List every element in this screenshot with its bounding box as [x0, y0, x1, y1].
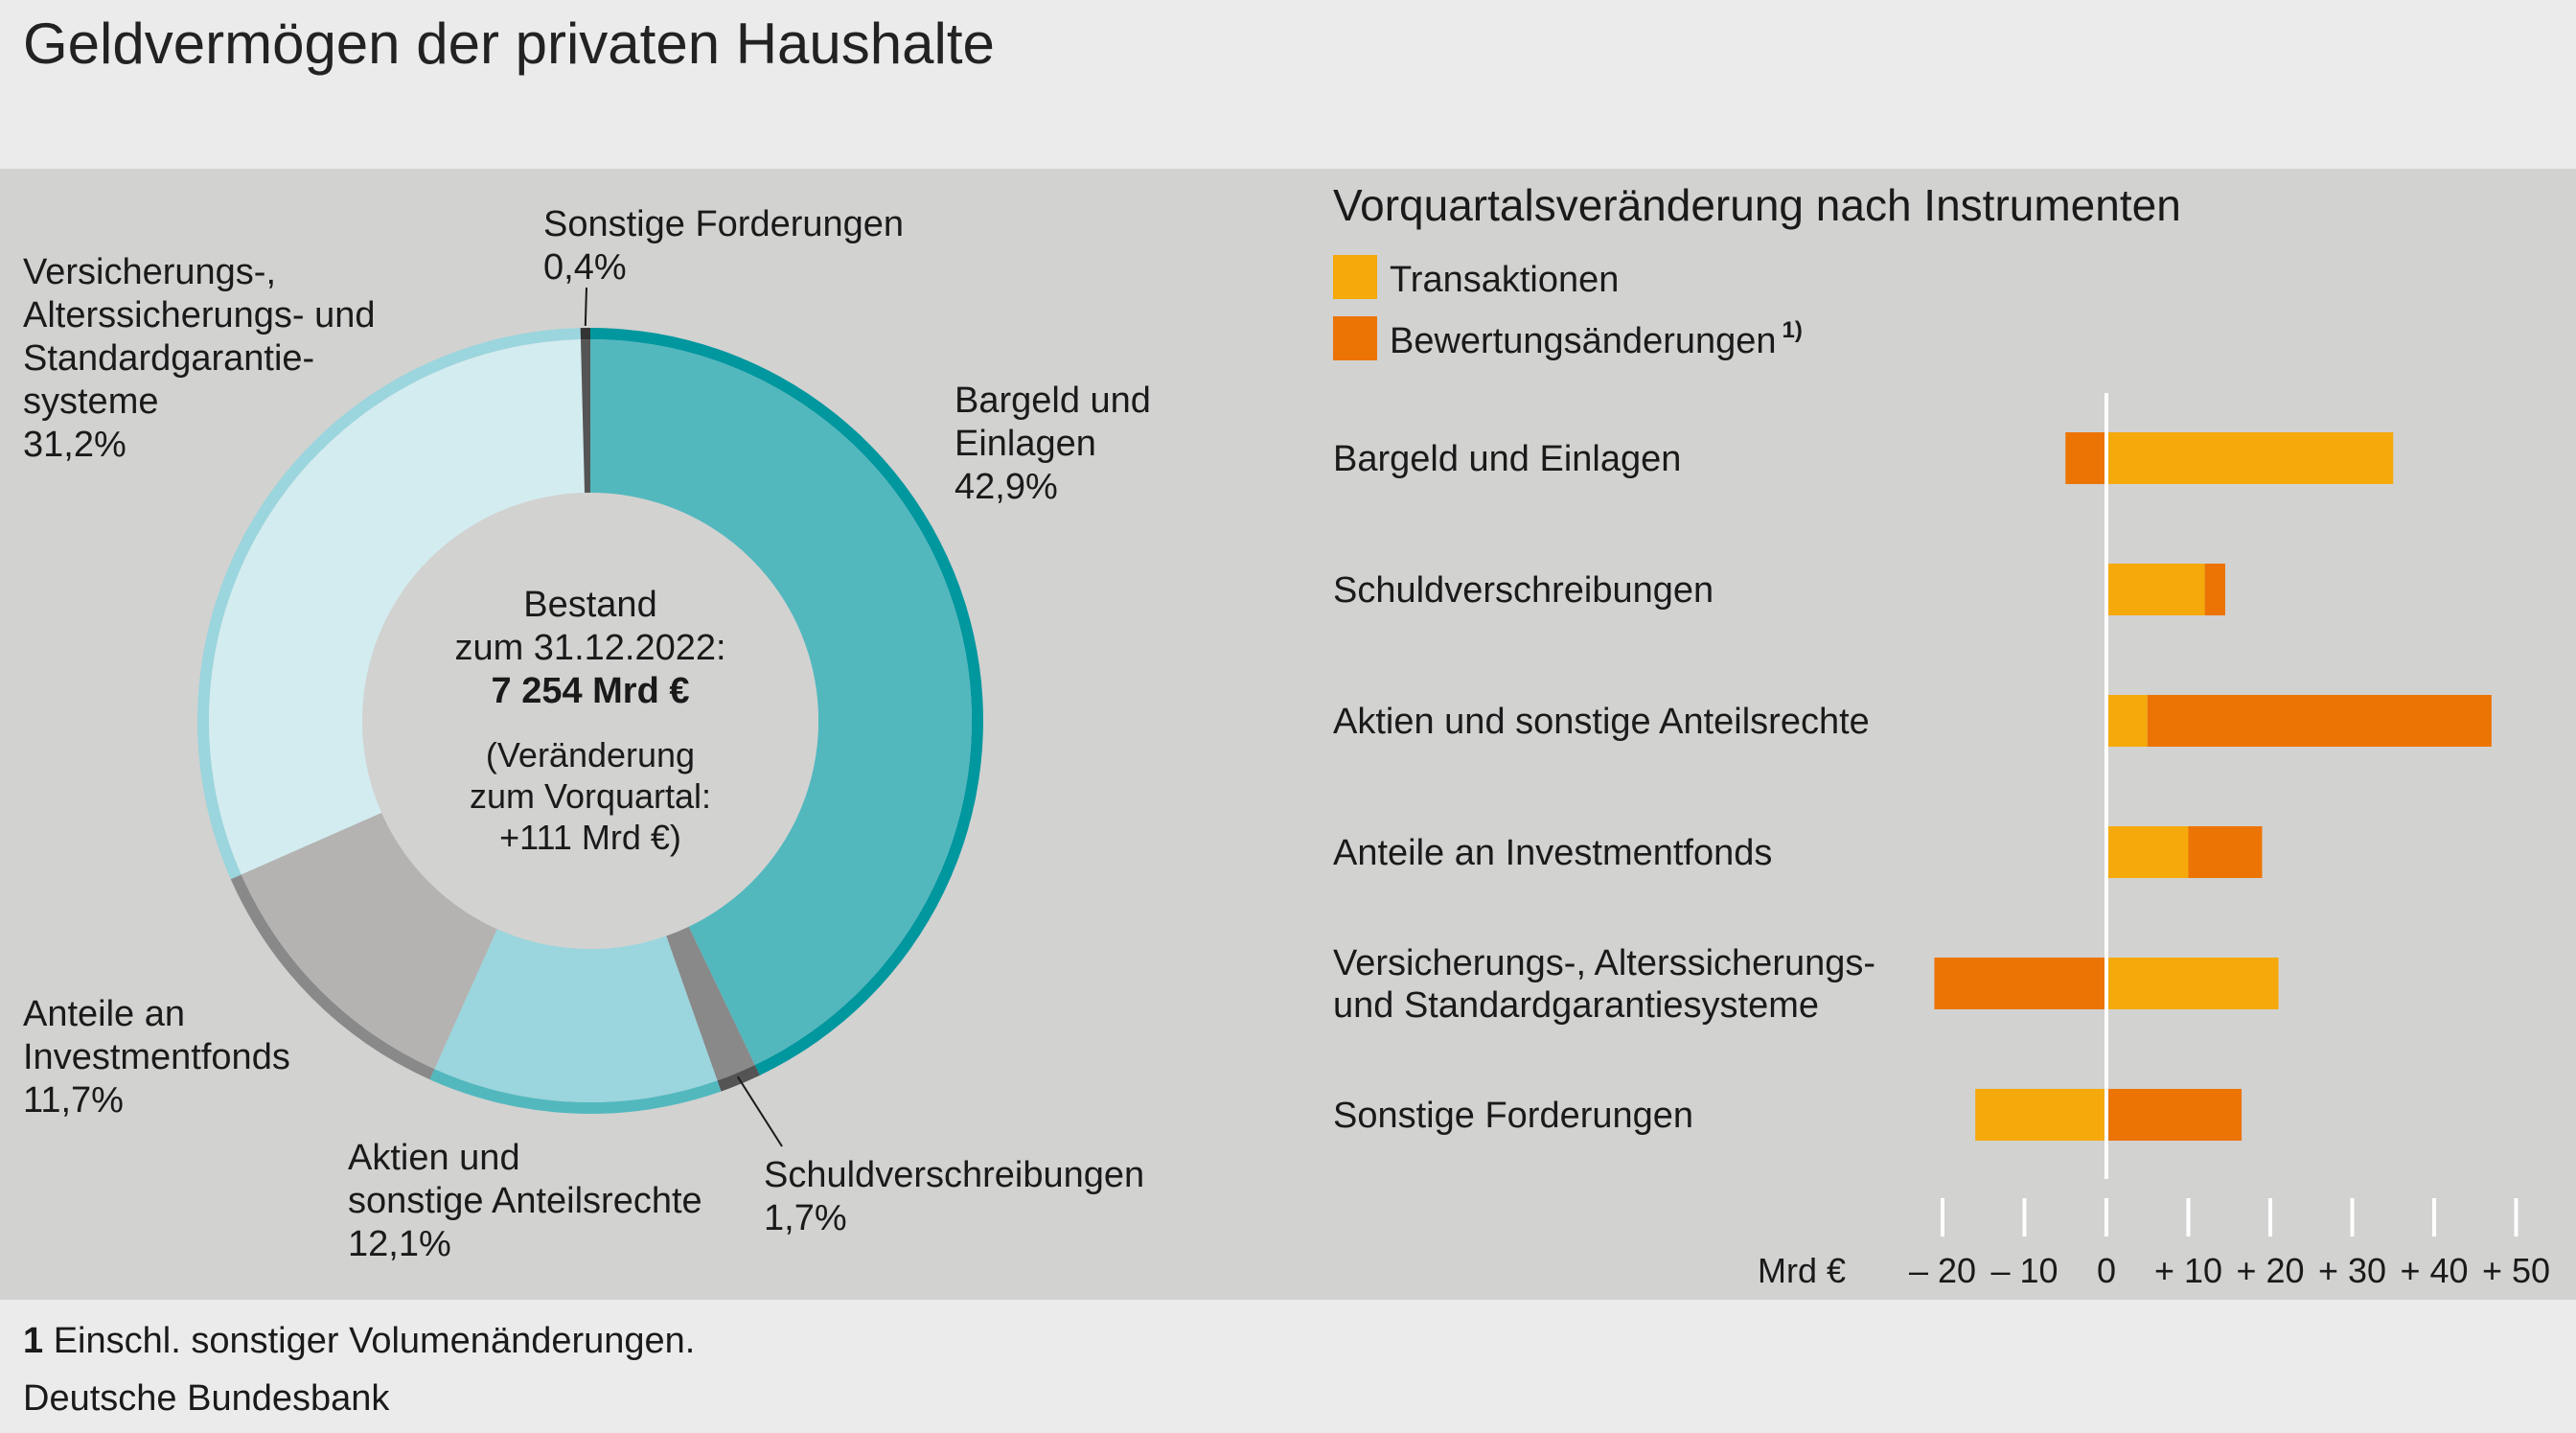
bar-category-label-5: Versicherungs-, Alterssicherungs-und Sta… [1333, 943, 1875, 1026]
footnote-text: Einschl. sonstiger Volumenänderungen. [53, 1321, 696, 1361]
bar-bewertung-4 [2188, 826, 2263, 878]
bar-chart: Bargeld und Einlagen Schuldverschreibunge… [1333, 393, 2492, 1179]
legend-label-transaktionen: Transaktionen [1390, 260, 1619, 300]
source-label: Deutsche Bundesbank [23, 1378, 390, 1419]
bar-bewertung-3 [2147, 695, 2492, 747]
bar-transaktionen-5 [2106, 958, 2279, 1009]
bar-transaktionen-3 [2106, 695, 2148, 747]
donut-center: Bestand zum 31.12.2022: 7 254 Mrd € (Ver… [454, 585, 725, 857]
donut-label-line: Versicherungs-, [23, 252, 276, 292]
bar-bewertung-2 [2204, 564, 2225, 615]
donut-label-schuldverschreibungen: Schuldverschreibungen 1,7% [764, 1155, 1144, 1238]
center-line-6: +111 Mrd €) [499, 818, 681, 857]
donut-label-line: Sonstige Forderungen [543, 204, 904, 244]
donut-slice-rim-versicherungen [197, 328, 581, 880]
donut-hole [362, 493, 818, 949]
legend-swatch-transaktionen [1333, 255, 1377, 299]
donut-label-line: systeme [23, 381, 158, 422]
donut-slice-rim-sonstige-forderungen [580, 328, 590, 340]
donut-slice-investmentfonds [241, 812, 497, 1070]
bar-category-label-line: Schuldverschreibungen [1333, 570, 1714, 611]
bar-category-label-line: Sonstige Forderungen [1333, 1096, 1693, 1136]
x-tick-label: – 10 [1990, 1251, 2058, 1290]
header: Geldvermögen der privaten Haushalte [0, 0, 2576, 161]
donut-slice-versicherungen [209, 339, 586, 875]
bar-category-label-4: Anteile an Investmentfonds [1333, 833, 1772, 873]
donut-label-line: Standardgarantie- [23, 338, 314, 379]
center-line-1: Bestand [523, 585, 656, 625]
donut-slice-sonstige-forderungen [580, 339, 590, 494]
x-tick-label: + 20 [2236, 1251, 2304, 1290]
donut-pct-bargeld-einlagen: 42,9% [954, 467, 1058, 507]
x-tick-label: + 10 [2154, 1251, 2222, 1290]
bar-category-label-3: Aktien und sonstige Anteilsrechte [1333, 702, 1870, 742]
x-tick-label: + 40 [2400, 1251, 2468, 1290]
bar-category-label-line: Bargeld und Einlagen [1333, 439, 1681, 479]
donut-slice-aktien [434, 929, 718, 1102]
leader-line-schuldverschreibungen [736, 1075, 783, 1147]
donut-slice-bargeld-einlagen [590, 339, 973, 1066]
donut-slice-schuldverschreibungen [666, 926, 755, 1081]
donut-pct-investmentfonds: 11,7% [23, 1080, 124, 1121]
donut-pct-versicherungen: 31,2% [23, 425, 126, 465]
bar-category-label-line: und Standardgarantiesysteme [1333, 985, 1819, 1026]
donut-label-line: sonstige Anteilsrechte [348, 1181, 702, 1221]
bar-category-label-line: Aktien und sonstige Anteilsrechte [1333, 702, 1870, 742]
bar-transaktionen-1 [2106, 432, 2394, 484]
donut-label-versicherungen: Versicherungs-, Alterssicherungs- und Stan… [23, 252, 376, 465]
bar-category-label-2: Schuldverschreibungen [1333, 570, 1714, 611]
donut-label-line: Investmentfonds [23, 1037, 290, 1077]
legend-swatch-bewertung [1333, 316, 1377, 360]
legend-label-bewertung: Bewertungsänderungen 1) [1390, 317, 1803, 361]
donut-label-line: Aktien und [348, 1138, 520, 1178]
axis-unit-label: Mrd € [1758, 1251, 1846, 1290]
donut-label-aktien: Aktien und sonstige Anteilsrechte 12,1% [348, 1138, 702, 1264]
donut-labels: Bargeld und Einlagen 42,9% Schuldverschreib… [23, 204, 1151, 1264]
legend-footnote-ref: 1) [1782, 317, 1803, 343]
bar-category-label-line: Versicherungs-, Alterssicherungs- [1333, 943, 1875, 983]
footnote: 1 Einschl. sonstiger Volumenänderungen. [23, 1317, 695, 1365]
center-line-4: (Veränderung [486, 735, 695, 774]
donut-label-line: Alterssicherungs- und [23, 295, 376, 335]
donut-label-line: Einlagen [954, 424, 1096, 464]
x-tick-label: + 50 [2482, 1251, 2550, 1290]
donut-label-bargeld-einlagen: Bargeld und Einlagen 42,9% [954, 381, 1151, 507]
donut-label-line: Anteile an [23, 994, 185, 1034]
donut-label-sonstige-forderungen: Sonstige Forderungen 0,4% [543, 204, 904, 288]
donut-label-line: Bargeld und [954, 381, 1151, 421]
donut-pct-schuldverschreibungen: 1,7% [764, 1198, 847, 1238]
donut-label-line: Schuldverschreibungen [764, 1155, 1144, 1195]
center-line-5: zum Vorquartal: [470, 776, 711, 816]
bar-chart-title: Vorquartalsveränderung nach Instrumenten [1333, 180, 2181, 230]
bar-axis: Mrd € – 20 – 10 0 + 10 + 20 + 30 + 40 + 50 [1758, 1198, 2550, 1290]
donut-label-investmentfonds: Anteile an Investmentfonds 11,7% [23, 994, 290, 1121]
bar-bewertung-6 [2106, 1089, 2242, 1141]
x-tick-label: – 20 [1909, 1251, 1976, 1290]
donut-chart [197, 328, 983, 1114]
footnote-number: 1 [23, 1321, 44, 1361]
bar-transaktionen-6 [1975, 1089, 2106, 1141]
x-tick-label: 0 [2097, 1251, 2116, 1290]
bar-bewertung-1 [2065, 432, 2106, 484]
bar-transaktionen-2 [2106, 564, 2205, 615]
bar-category-label-6: Sonstige Forderungen [1333, 1096, 1693, 1136]
footer [0, 1306, 2576, 1433]
center-line-2: zum 31.12.2022: [454, 628, 725, 668]
donut-pct-aktien: 12,1% [348, 1224, 451, 1264]
bar-category-label-line: Anteile an Investmentfonds [1333, 833, 1772, 873]
legend: Transaktionen Bewertungsänderungen 1) [1333, 255, 1803, 361]
x-tick-label: + 30 [2318, 1251, 2386, 1290]
bar-category-label-1: Bargeld und Einlagen [1333, 439, 1681, 479]
legend-label-bewertung-text: Bewertungsänderungen [1390, 321, 1777, 361]
page-title: Geldvermögen der privaten Haushalte [23, 12, 995, 76]
bar-transaktionen-4 [2106, 826, 2189, 878]
donut-slice-rim-aktien [429, 1069, 722, 1114]
bar-bewertung-5 [1934, 958, 2106, 1009]
center-line-3: 7 254 Mrd € [492, 671, 690, 711]
donut-pct-sonstige-forderungen: 0,4% [543, 247, 627, 288]
